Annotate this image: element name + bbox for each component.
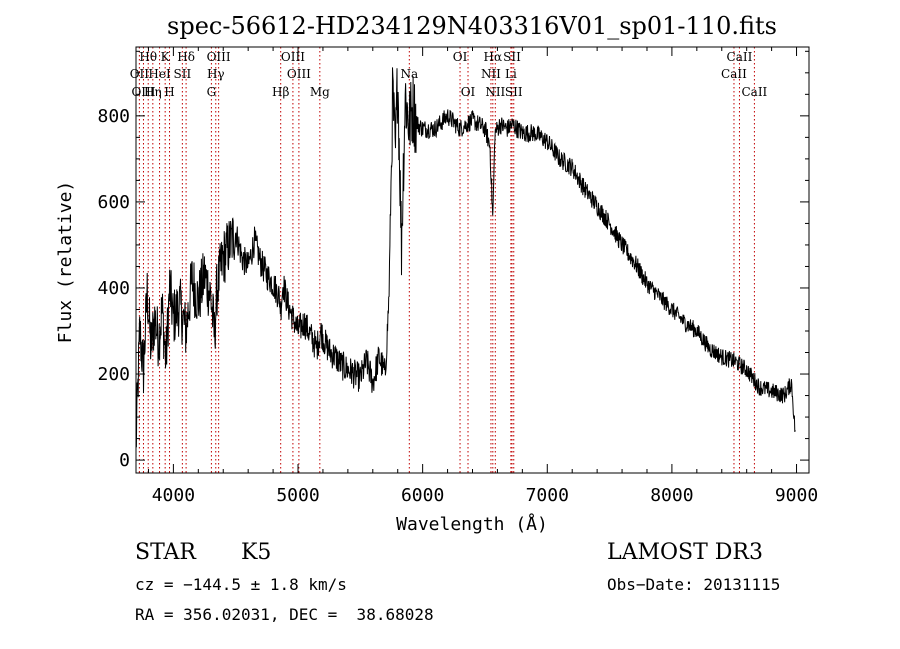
- spectral-line-label: CaII: [741, 85, 767, 99]
- spectral-line-label: NII: [485, 85, 505, 99]
- spectral-line-label: OIII: [281, 50, 305, 64]
- spectral-line-label: H: [164, 85, 174, 99]
- spectral-line-label: SII: [174, 67, 192, 81]
- y-axis: 0 200 400 600 800: [97, 50, 809, 471]
- spectral-line-label: OIII: [287, 67, 311, 81]
- x-tick-label: 7000: [526, 485, 569, 506]
- spectral-line-label: CaII: [721, 67, 747, 81]
- object-class: STAR: [135, 540, 196, 565]
- spectral-line-label: Hβ: [272, 85, 289, 99]
- spectral-line-label: Li: [505, 67, 517, 81]
- spectral-line-label: Hα: [484, 50, 503, 64]
- spectral-line-label: Hδ: [177, 50, 195, 64]
- x-tick-label: 4000: [152, 485, 195, 506]
- y-tick-label: 400: [97, 278, 130, 299]
- x-tick-label: 9000: [775, 485, 818, 506]
- x-axis: 4000 5000 6000 7000 8000 9000: [147, 47, 818, 506]
- spectral-line-label: OIII: [131, 85, 155, 99]
- chart-title: spec-56612-HD234129N403316V01_sp01-110.f…: [167, 12, 777, 40]
- spectral-line-label: G: [207, 85, 217, 99]
- sky-coordinates: RA = 356.02031, DEC = 38.68028: [135, 605, 434, 624]
- y-tick-label: 600: [97, 192, 130, 213]
- spectral-line-label: OII: [130, 67, 150, 81]
- spectral-line-label: Mg: [310, 85, 330, 99]
- spectral-line-label: Na: [400, 67, 418, 81]
- x-tick-label: 8000: [650, 485, 693, 506]
- spectral-line-label: OIII: [207, 50, 231, 64]
- observation-date: Obs−Date: 20131115: [607, 575, 781, 594]
- y-tick-label: 0: [119, 450, 130, 471]
- series-line-flux: [135, 67, 796, 448]
- x-tick-label: 6000: [401, 485, 444, 506]
- spectral-line-label: CaII: [727, 50, 753, 64]
- x-axis-label: Wavelength (Å): [396, 513, 548, 535]
- spectral-line-label: SII: [505, 85, 523, 99]
- object-subclass: K5: [241, 540, 272, 565]
- spectral-line-label: NII: [481, 67, 501, 81]
- x-tick-label: 5000: [276, 485, 319, 506]
- spectral-line-label: Hη: [144, 85, 162, 99]
- y-tick-label: 800: [97, 106, 130, 127]
- spectral-line-label: HeI: [148, 67, 171, 81]
- spectral-line-label: K: [161, 50, 171, 64]
- spectral-line-markers: [138, 47, 755, 473]
- y-axis-label: Flux (relative): [55, 181, 76, 344]
- spectral-line-label: SII: [503, 50, 521, 64]
- redshift-cz: cz = −144.5 ± 1.8 km/s: [135, 575, 347, 594]
- survey-name: LAMOST DR3: [607, 540, 763, 565]
- spectral-line-label: Hγ: [207, 67, 225, 81]
- spectral-line-label: OI: [453, 50, 468, 64]
- y-tick-label: 200: [97, 364, 130, 385]
- spectral-line-label: OI: [461, 85, 476, 99]
- spectral-line-label: Hθ: [139, 50, 157, 64]
